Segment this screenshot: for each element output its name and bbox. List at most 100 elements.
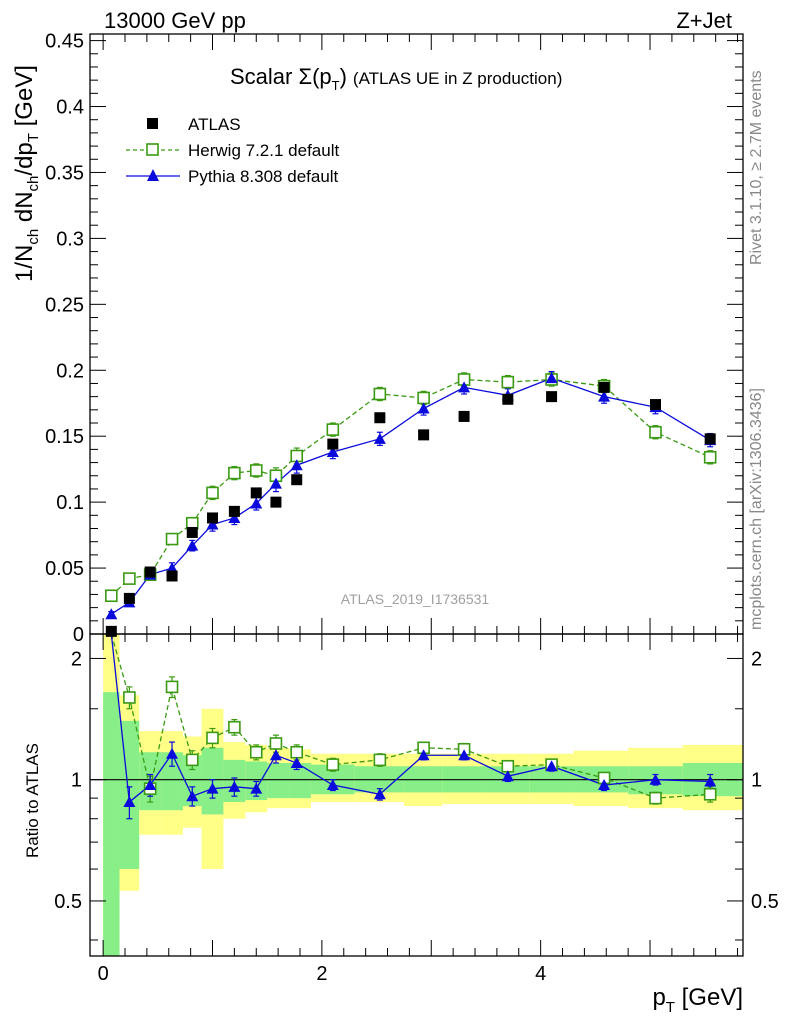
atlas-point [270, 496, 282, 508]
herwig-ratio-point [501, 759, 515, 773]
pythia-point [206, 518, 219, 530]
pythia-ratio-point [123, 796, 136, 808]
chart-title-main: Scalar Σ(p [230, 64, 332, 89]
legend-herwig-label: Herwig 7.2.1 default [188, 141, 339, 160]
y-tick-label: 0.05 [45, 558, 84, 580]
herwig-point [123, 572, 136, 585]
x-tick-label: 2 [316, 963, 327, 985]
atlas-point [105, 625, 117, 637]
atlas-point [374, 412, 386, 424]
inner-uncertainty-band [182, 755, 202, 807]
mcplots-side-label: mcplots.cern.ch [arXiv:1306.3436] [748, 388, 765, 630]
pythia-point [290, 459, 303, 471]
y-tick-label: 0.15 [45, 426, 84, 448]
herwig-ratio-point [165, 680, 179, 694]
herwig-point [228, 466, 241, 480]
inner-uncertainty-band [245, 761, 268, 801]
ratio-tick-label: 1 [71, 770, 82, 792]
pythia-ratio-point [458, 749, 471, 761]
pythia-point [166, 562, 179, 574]
atlas-point [144, 566, 156, 578]
y-axis-label: 1/Nch dNch/dpT [GeV] [11, 65, 42, 282]
herwig-ratio-point [290, 745, 304, 759]
pythia-ratio-point [269, 749, 282, 761]
herwig-ratio-point [326, 758, 340, 771]
chart-title-sub: T [332, 78, 340, 93]
pythia-point [250, 497, 263, 509]
ratio-tick-label-right: 2 [751, 648, 762, 670]
pythia-ratio-point [326, 779, 339, 791]
herwig-point [165, 532, 179, 546]
x-tick-label: 4 [535, 963, 546, 985]
pythia-point [545, 372, 558, 384]
herwig-point [501, 375, 515, 389]
atlas-point [250, 487, 262, 499]
herwig-ratio-point [228, 720, 241, 734]
analysis-watermark: ATLAS_2019_I1736531 [341, 591, 490, 607]
y-tick-label: 0.3 [56, 228, 84, 250]
herwig-point [249, 464, 263, 477]
atlas-point [502, 393, 514, 405]
pythia-ratio-point [186, 790, 199, 802]
atlas-point [598, 381, 610, 393]
atlas-point [458, 410, 470, 422]
legend-atlas-marker [147, 118, 158, 129]
legend-pythia-marker [147, 169, 159, 181]
pythia-ratio-point [290, 757, 303, 769]
inner-uncertainty-band [267, 763, 290, 799]
pythia-ratio-point [598, 779, 611, 791]
rivet-side-label: Rivet 3.1.10, ≥ 2.7M events [748, 70, 765, 265]
pythia-ratio-point [144, 779, 157, 791]
herwig-ratio-point [185, 753, 199, 767]
ratio-panel-frame [89, 633, 744, 957]
y-tick-label: 0.1 [56, 492, 84, 514]
chart-title-note: (ATLAS UE in Z production) [353, 69, 562, 88]
pythia-ratio-point [166, 747, 179, 759]
pythia-point [373, 432, 386, 444]
atlas-point [123, 592, 135, 604]
pythia-ratio-point [704, 775, 717, 787]
y-tick-label: 0.2 [56, 360, 84, 382]
ratio-tick-label-right: 0.5 [751, 891, 779, 913]
y-tick-label: 0.25 [45, 294, 84, 316]
pythia-point [186, 539, 199, 551]
pythia-line [110, 377, 711, 615]
atlas-point [166, 570, 178, 582]
pythia-point [269, 477, 282, 489]
ratio-y-axis-label: Ratio to ATLAS [23, 743, 42, 858]
pythia-ratio-point [228, 780, 241, 792]
pythia-ratio-point [501, 770, 514, 782]
inner-uncertainty-band [103, 692, 120, 956]
chart-title-close: ) [340, 64, 347, 89]
herwig-ratio-point [206, 731, 219, 745]
herwig-point [417, 391, 430, 405]
pythia-point [228, 511, 241, 523]
legend: ATLAS Herwig 7.2.1 default Pythia 8.308 … [126, 115, 339, 186]
pythia-point [326, 446, 339, 458]
inner-uncertainty-band [289, 763, 311, 799]
x-tick-label: 0 [98, 963, 109, 985]
herwig-ratio-point [269, 737, 283, 750]
atlas-point [418, 429, 430, 441]
herwig-point [649, 425, 662, 439]
atlas-point [704, 433, 716, 445]
pythia-point [598, 390, 611, 402]
atlas-point [186, 526, 198, 538]
ratio-tick-label: 0.5 [54, 891, 82, 913]
atlas-point [649, 399, 661, 411]
y-tick-label: 0.35 [45, 162, 84, 184]
atlas-point [546, 391, 558, 403]
herwig-point [206, 486, 219, 500]
pythia-ratio-point [649, 773, 662, 785]
legend-atlas-label: ATLAS [188, 115, 241, 134]
atlas-point [327, 438, 339, 450]
pythia-point [417, 402, 430, 414]
y-tick-label: 0.45 [45, 31, 84, 53]
pythia-ratio-point [373, 788, 386, 800]
herwig-point [105, 589, 118, 603]
chart-title: Scalar Σ(pT) (ATLAS UE in Z production) [230, 64, 562, 93]
y-tick-label: 0 [73, 624, 84, 646]
ratio-tick-label-right: 1 [751, 770, 762, 792]
pythia-ratio-point [545, 760, 558, 772]
